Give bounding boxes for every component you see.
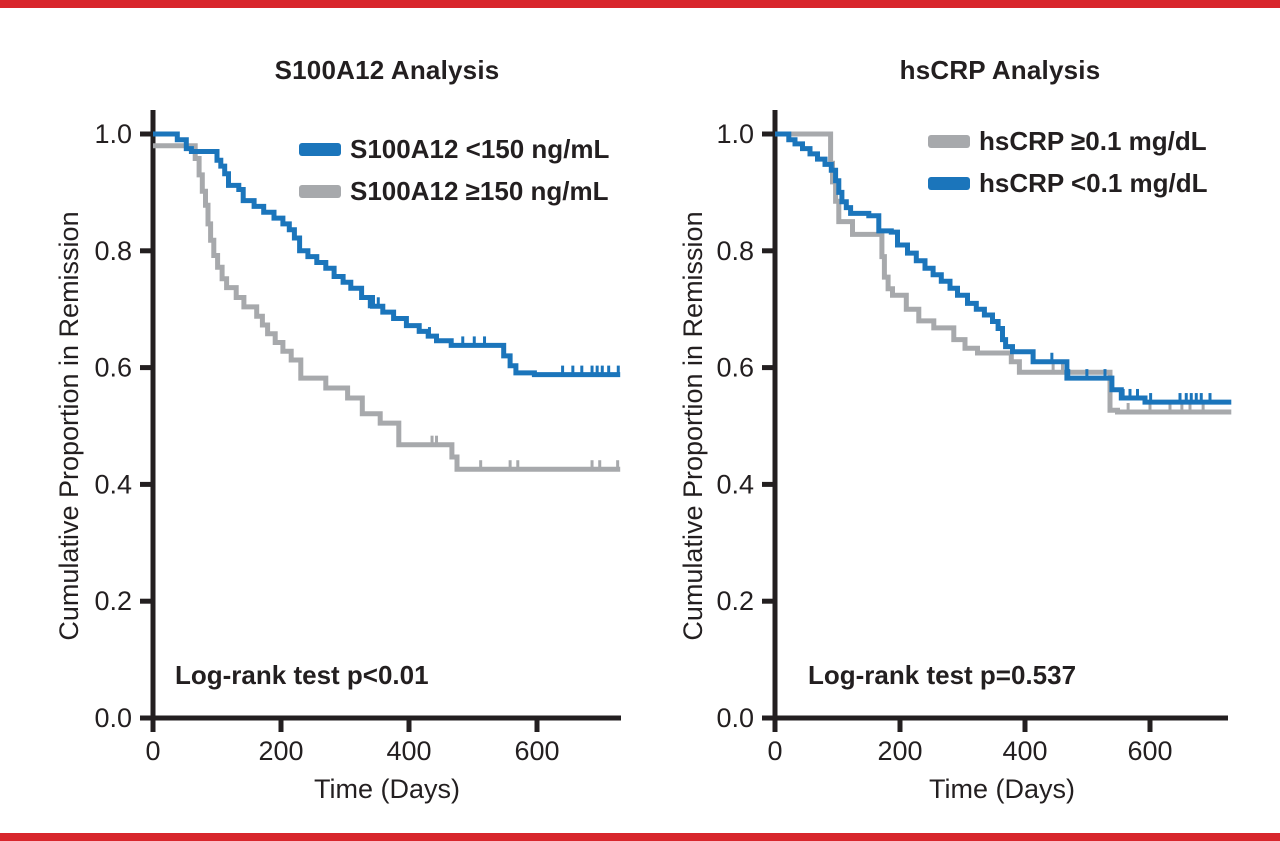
legend-label: S100A12 <150 ng/mL [350,133,610,164]
legend-item: hsCRP ≥0.1 mg/dL [928,126,1208,156]
x-tick-label: 200 [877,736,922,766]
x-axis-label-left: Time (Days) [314,774,460,804]
legend-swatch-gray [928,134,970,148]
x-tick-label: 600 [1127,736,1172,766]
x-axis-label-right: Time (Days) [929,774,1075,804]
x-tick-label: 200 [258,736,303,766]
y-tick-label: 0.8 [716,236,754,266]
x-tick-label: 600 [514,736,559,766]
y-tick-label: 0.4 [716,469,754,499]
legend-swatch-gray [299,184,341,198]
x-tick-label: 400 [1002,736,1047,766]
legend-left: S100A12 <150 ng/mL S100A12 ≥150 ng/mL [299,134,609,218]
km-curve [775,131,1232,415]
km-curve [153,143,621,472]
y-tick-label: 0.4 [94,469,132,499]
y-tick-label: 0.6 [94,353,132,383]
y-tick-label: 0.8 [94,236,132,266]
top-border-bar [0,0,1280,8]
legend-label: S100A12 ≥150 ng/mL [350,175,609,206]
y-tick-label: 0.6 [716,353,754,383]
x-tick-label: 0 [767,736,782,766]
km-curve [775,131,1232,405]
y-axis-label-left: Cumulative Proportion in Remission [54,211,84,641]
legend-right: hsCRP ≥0.1 mg/dL hsCRP <0.1 mg/dL [928,126,1208,210]
y-tick-label: 0.2 [716,586,754,616]
x-tick-label: 400 [386,736,431,766]
y-tick-label: 1.0 [716,119,754,149]
legend-item: S100A12 ≥150 ng/mL [299,176,609,206]
legend-label: hsCRP ≥0.1 mg/dL [979,125,1207,156]
logrank-annotation-left: Log-rank test p<0.01 [175,660,429,690]
panel-title-hscrp: hsCRP Analysis [899,55,1101,85]
y-tick-label: 0.2 [94,586,132,616]
legend-swatch-blue [299,142,341,156]
legend-item: hsCRP <0.1 mg/dL [928,168,1208,198]
km-curve [153,131,621,378]
logrank-annotation-right: Log-rank test p=0.537 [808,660,1077,690]
legend-swatch-blue [928,176,970,190]
y-tick-label: 0.0 [716,703,754,733]
y-axis-label-right: Cumulative Proportion in Remission [678,211,708,641]
x-tick-label: 0 [145,736,160,766]
y-tick-label: 0.0 [94,703,132,733]
y-tick-label: 1.0 [94,119,132,149]
panel-title-s100a12: S100A12 Analysis [274,55,500,85]
bottom-border-bar [0,833,1280,841]
legend-item: S100A12 <150 ng/mL [299,134,609,164]
legend-label: hsCRP <0.1 mg/dL [979,167,1208,198]
